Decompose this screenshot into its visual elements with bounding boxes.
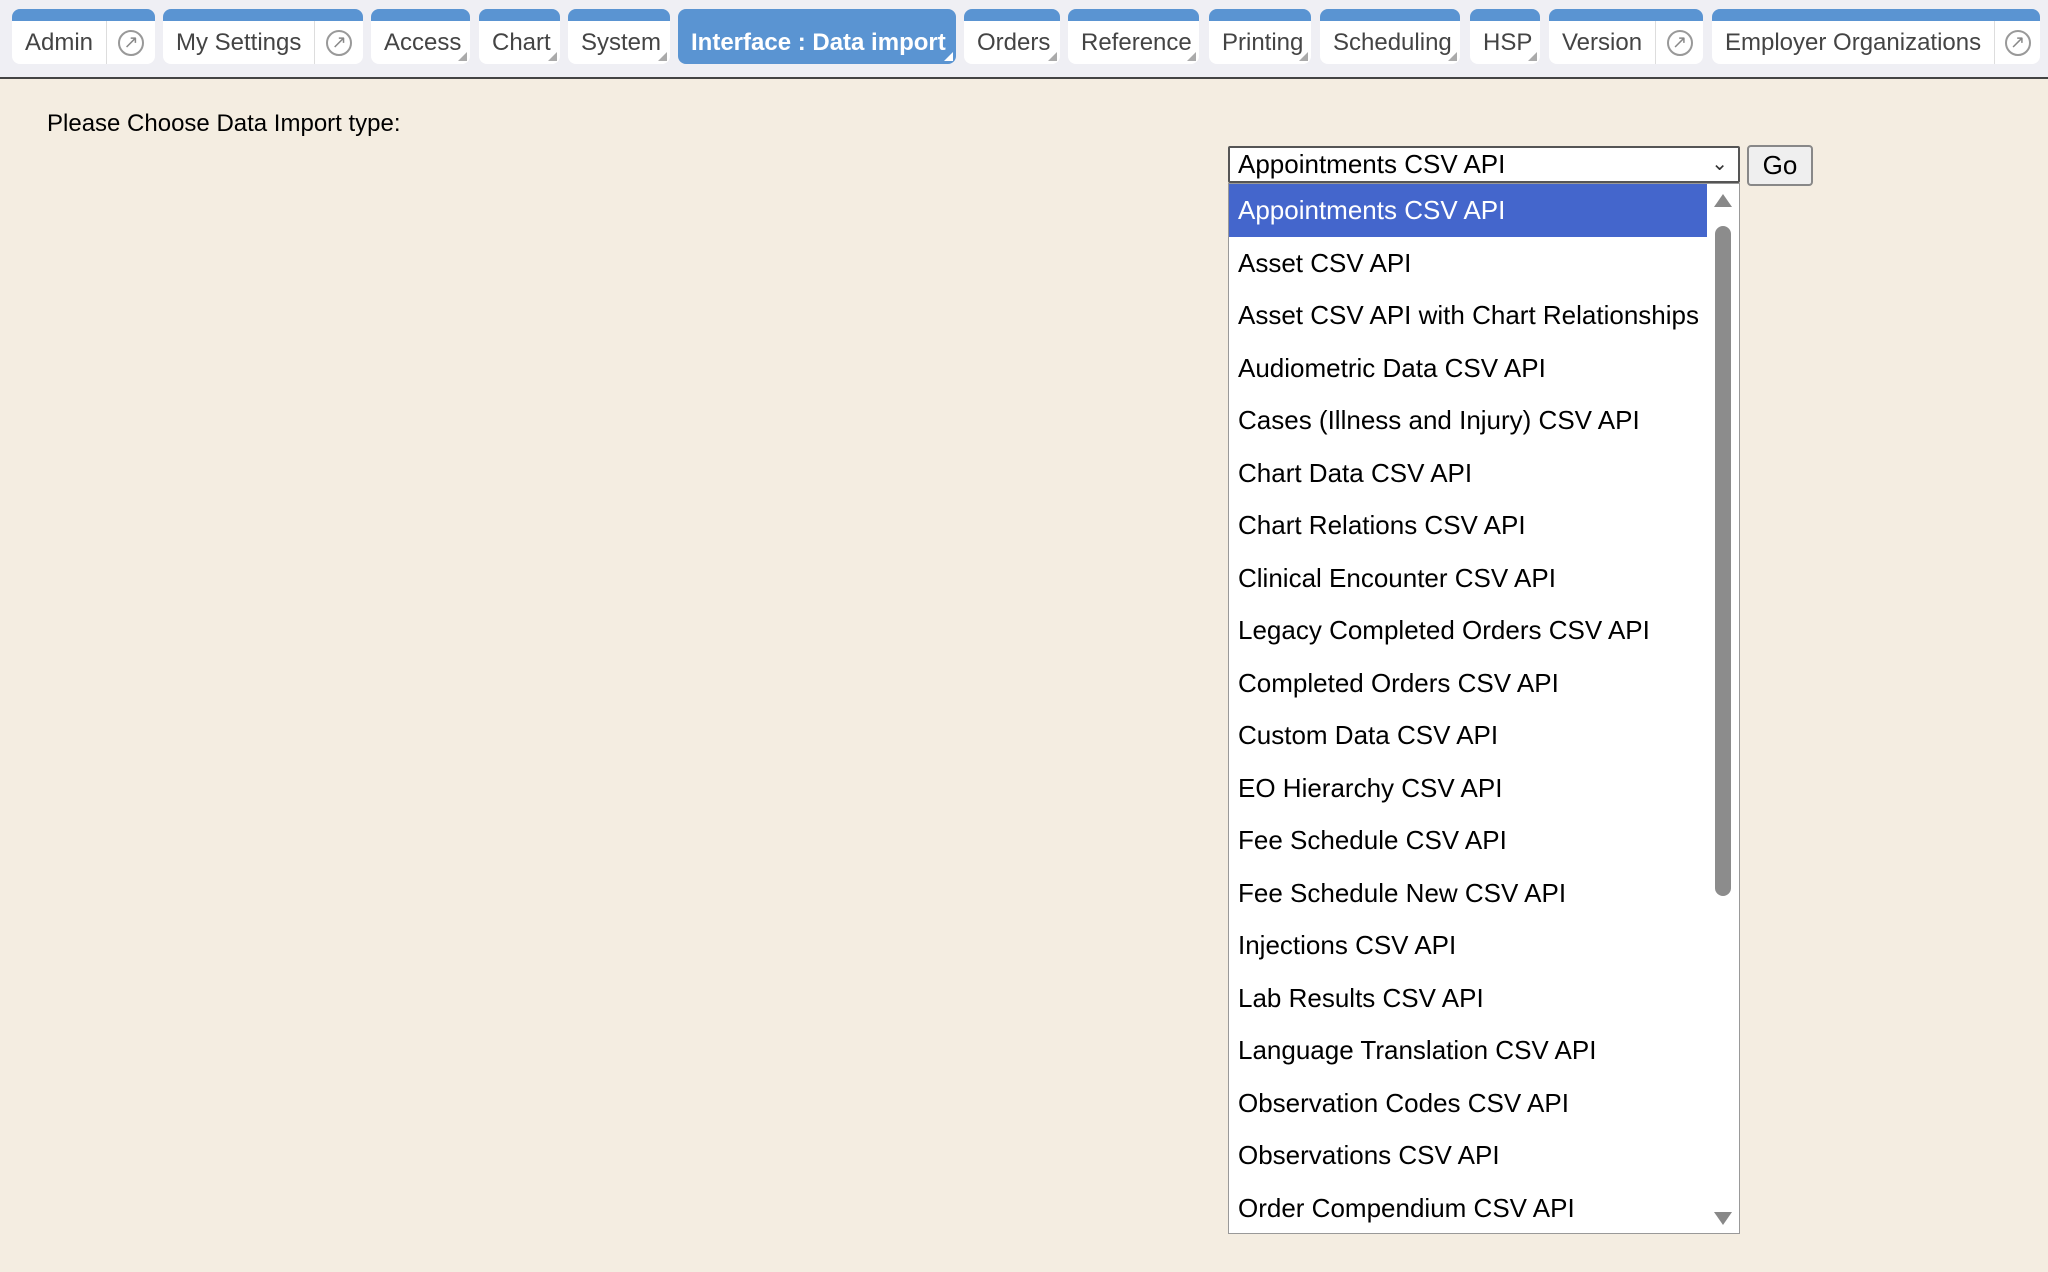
import-type-dropdown-list: Appointments CSV API Asset CSV API Asset C… [1228, 183, 1740, 1234]
dropdown-corner-icon [548, 52, 557, 61]
arrow-up-right-icon: ↗ [326, 29, 353, 56]
open-external-button[interactable]: ↗ [314, 21, 363, 64]
open-external-button[interactable]: ↗ [1994, 21, 2040, 64]
tab-orders[interactable]: Orders [964, 9, 1060, 64]
chevron-down-icon: ⌄ [1711, 153, 1728, 175]
dropdown-option[interactable]: Asset CSV API with Chart Relationships [1238, 300, 1699, 330]
dropdown-corner-icon [1528, 52, 1537, 61]
dropdown-option[interactable]: Audiometric Data CSV API [1238, 352, 1546, 383]
tab-label: Admin [25, 28, 94, 56]
scrollbar-thumb[interactable] [1715, 226, 1731, 896]
tab-label: Access [384, 28, 462, 56]
tab-label: Reference [1081, 28, 1192, 56]
tab-scheduling[interactable]: Scheduling [1320, 9, 1460, 64]
import-type-label: Please Choose Data Import type: [47, 110, 401, 137]
tab-printing[interactable]: Printing [1209, 9, 1311, 64]
tab-label: HSP [1483, 28, 1533, 56]
dropdown-option[interactable]: Legacy Completed Orders CSV API [1238, 615, 1650, 645]
tab-label: Printing [1222, 28, 1304, 56]
tab-reference[interactable]: Reference [1068, 9, 1199, 64]
tab-label: Scheduling [1333, 28, 1452, 56]
tab-admin[interactable]: Admin ↗ [12, 9, 155, 64]
dropdown-corner-icon [944, 52, 953, 61]
dropdown-option[interactable]: Chart Data CSV API [1238, 457, 1473, 488]
dropdown-option[interactable]: Asset CSV API [1238, 247, 1412, 278]
scroll-up-arrow-icon[interactable] [1714, 194, 1732, 207]
dropdown-corner-icon [1048, 52, 1057, 61]
dropdown-option[interactable]: Chart Relations CSV API [1238, 510, 1526, 540]
dropdown-option[interactable]: Fee Schedule New CSV API [1238, 877, 1567, 908]
dropdown-corner-icon [1299, 52, 1308, 61]
tab-label: Employer Organizations [1725, 28, 1982, 56]
tab-access[interactable]: Access [371, 9, 470, 64]
import-type-select[interactable]: Appointments CSV API ⌄ [1228, 146, 1740, 183]
dropdown-option[interactable]: Clinical Encounter CSV API [1238, 562, 1556, 593]
arrow-up-right-icon: ↗ [2004, 29, 2031, 56]
top-nav: Admin ↗ My Settings ↗ Access Chart System Inter… [0, 0, 2048, 79]
tab-label: Orders [977, 28, 1051, 56]
dropdown-option[interactable]: Language Translation CSV API [1238, 1035, 1597, 1065]
tab-hsp[interactable]: HSP [1470, 9, 1540, 64]
dropdown-scrollbar[interactable] [1707, 184, 1739, 1233]
dropdown-corner-icon [1448, 52, 1457, 61]
dropdown-corner-icon [1187, 52, 1196, 61]
dropdown-option[interactable]: Observations CSV API [1238, 1140, 1500, 1170]
tab-version[interactable]: Version ↗ [1549, 9, 1703, 64]
dropdown-option[interactable]: Appointments CSV API [1229, 184, 1707, 237]
tab-chart[interactable]: Chart [479, 9, 560, 64]
tab-interface-data-import[interactable]: Interface : Data import [678, 9, 956, 64]
tab-label: Chart [492, 28, 551, 56]
dropdown-option[interactable]: Completed Orders CSV API [1238, 667, 1559, 698]
tab-label: My Settings [176, 28, 302, 56]
tab-my-settings[interactable]: My Settings ↗ [163, 9, 363, 64]
arrow-up-right-icon: ↗ [1666, 29, 1693, 56]
tab-label: Interface : Data import [691, 28, 946, 56]
dropdown-corner-icon [458, 52, 467, 61]
dropdown-option[interactable]: Cases (Illness and Injury) CSV API [1238, 405, 1640, 435]
tab-employer-organizations[interactable]: Employer Organizations ↗ [1712, 9, 2040, 64]
tab-label: Version [1562, 28, 1643, 56]
arrow-up-right-icon: ↗ [118, 29, 145, 56]
dropdown-option[interactable]: Lab Results CSV API [1238, 982, 1484, 1013]
tab-label: System [581, 28, 662, 56]
open-external-button[interactable]: ↗ [106, 21, 155, 64]
dropdown-option[interactable]: Custom Data CSV API [1238, 720, 1499, 750]
open-external-button[interactable]: ↗ [1655, 21, 1703, 64]
dropdown-corner-icon [658, 52, 667, 61]
dropdown-option[interactable]: Fee Schedule CSV API [1238, 825, 1507, 855]
select-value: Appointments CSV API [1238, 149, 1506, 179]
dropdown-option[interactable]: Order Compendium CSV API [1238, 1192, 1575, 1223]
scroll-down-arrow-icon[interactable] [1714, 1212, 1732, 1225]
dropdown-option[interactable]: Injections CSV API [1238, 930, 1457, 960]
tab-system[interactable]: System [568, 9, 670, 64]
dropdown-option[interactable]: Observation Codes CSV API [1238, 1087, 1569, 1118]
go-button[interactable]: Go [1747, 145, 1813, 186]
dropdown-option[interactable]: EO Hierarchy CSV API [1238, 772, 1503, 803]
